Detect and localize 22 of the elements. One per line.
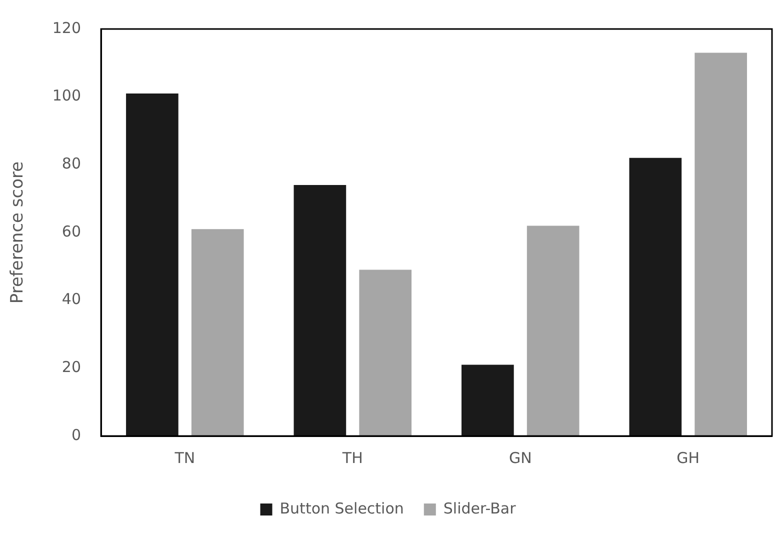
y-tick-label: 20 bbox=[62, 358, 82, 376]
x-tick-label: TN bbox=[174, 448, 196, 467]
y-tick-label: 60 bbox=[62, 222, 82, 240]
bar bbox=[526, 226, 580, 436]
bar bbox=[294, 185, 346, 436]
y-tick-label: 100 bbox=[52, 86, 82, 105]
y-tick-label: 120 bbox=[52, 18, 82, 37]
bar bbox=[191, 229, 244, 436]
x-tick-label: GH bbox=[676, 448, 700, 467]
y-tick-label: 0 bbox=[71, 426, 82, 444]
bar bbox=[694, 52, 748, 436]
y-tick-label: 80 bbox=[62, 154, 82, 173]
bar bbox=[126, 93, 178, 436]
y-tick-label: 40 bbox=[62, 290, 82, 308]
x-tick-label: GN bbox=[508, 448, 532, 467]
bar bbox=[359, 270, 412, 436]
bar bbox=[462, 364, 514, 436]
legend-label: Button Selection bbox=[280, 499, 404, 518]
legend-label: Slider-Bar bbox=[443, 499, 517, 518]
x-tick-label: TH bbox=[341, 448, 363, 467]
y-axis-title: Preference score bbox=[8, 161, 28, 304]
bar bbox=[629, 158, 682, 436]
